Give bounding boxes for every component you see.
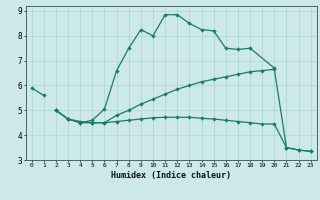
X-axis label: Humidex (Indice chaleur): Humidex (Indice chaleur) <box>111 171 231 180</box>
